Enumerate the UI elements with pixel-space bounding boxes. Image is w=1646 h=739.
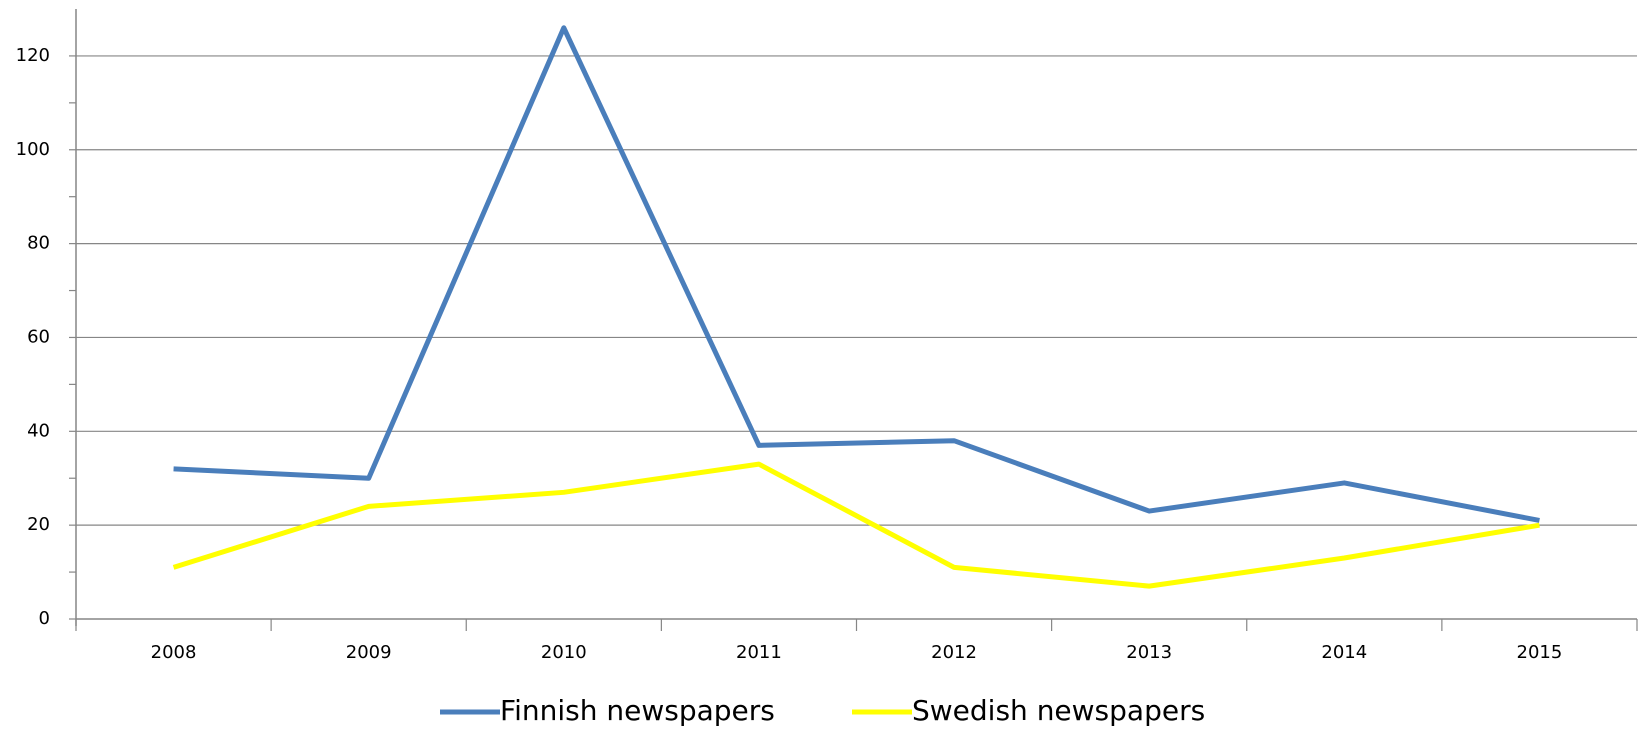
x-tick-label: 2013 [1126, 642, 1172, 663]
x-tick-label: 2012 [931, 642, 977, 663]
legend-label: Swedish newspapers [912, 694, 1205, 727]
series-line [172, 461, 1540, 589]
y-tick-label: 60 [27, 326, 50, 347]
legend-label: Finnish newspapers [500, 694, 775, 727]
y-tick-label: 80 [27, 233, 50, 254]
x-tick-label: 2014 [1321, 642, 1367, 663]
y-tick-label: 100 [16, 139, 50, 160]
x-tick-label: 2015 [1517, 642, 1563, 663]
y-tick-label: 0 [39, 608, 50, 629]
y-tick-label: 20 [27, 514, 50, 535]
x-tick-label: 2008 [151, 642, 197, 663]
x-tick-label: 2009 [346, 642, 392, 663]
x-tick-label: 2011 [736, 642, 782, 663]
y-tick-label: 120 [16, 45, 50, 66]
y-tick-label: 40 [27, 420, 50, 441]
x-tick-label: 2010 [541, 642, 587, 663]
series-line [173, 25, 1540, 523]
